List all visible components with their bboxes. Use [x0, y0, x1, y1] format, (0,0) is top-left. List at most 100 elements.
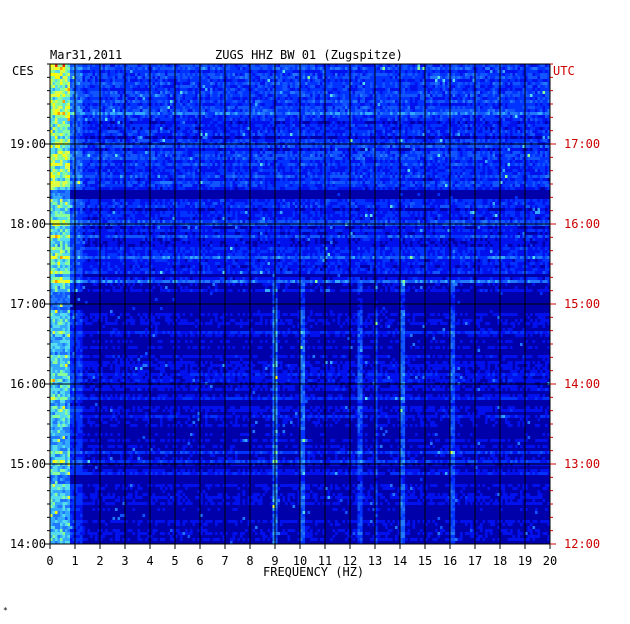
heatmap-cell: [393, 103, 396, 106]
heatmap-cell: [115, 76, 118, 79]
heatmap-cell: [258, 67, 261, 70]
heatmap-cell: [263, 136, 266, 139]
heatmap-cell: [363, 67, 366, 70]
heatmap-cell: [155, 82, 158, 85]
heatmap-cell: [138, 139, 141, 142]
heatmap-cell: [305, 112, 308, 115]
heatmap-cell: [213, 130, 216, 133]
heatmap-cell: [140, 82, 143, 85]
heatmap-cell: [493, 103, 496, 106]
heatmap-cell: [163, 94, 166, 97]
heatmap-cell: [485, 88, 488, 91]
heatmap-cell: [488, 73, 491, 76]
heatmap-cell: [335, 118, 338, 121]
heatmap-cell: [465, 67, 468, 70]
heatmap-cell: [520, 109, 523, 112]
heatmap-cell: [265, 127, 268, 130]
heatmap-cell: [285, 103, 288, 106]
heatmap-cell: [413, 82, 416, 85]
heatmap-cell: [110, 103, 113, 106]
heatmap-cell: [195, 97, 198, 100]
heatmap-cell: [403, 94, 406, 97]
heatmap-cell: [268, 118, 271, 121]
heatmap-cell: [380, 106, 383, 109]
heatmap-cell: [368, 88, 371, 91]
heatmap-cell: [445, 97, 448, 100]
heatmap-cell: [495, 85, 498, 88]
heatmap-cell: [128, 136, 131, 139]
heatmap-cell: [315, 115, 318, 118]
heatmap-cell: [453, 133, 456, 136]
heatmap-cell: [388, 139, 391, 142]
heatmap-cell: [178, 106, 181, 109]
heatmap-cell: [518, 112, 521, 115]
heatmap-cell: [113, 82, 116, 85]
heatmap-cell: [218, 85, 221, 88]
heatmap-cell: [535, 76, 538, 79]
heatmap-cell: [130, 136, 133, 139]
heatmap-cell: [205, 85, 208, 88]
heatmap-cell: [385, 130, 388, 133]
heatmap-cell: [130, 85, 133, 88]
heatmap-cell: [488, 85, 491, 88]
heatmap-cell: [160, 133, 163, 136]
heatmap-cell: [255, 85, 258, 88]
heatmap-cell: [453, 100, 456, 103]
heatmap-cell: [305, 88, 308, 91]
heatmap-cell: [303, 112, 306, 115]
heatmap-cell: [280, 85, 283, 88]
heatmap-cell: [170, 76, 173, 79]
heatmap-cell: [363, 133, 366, 136]
heatmap-cell: [443, 76, 446, 79]
heatmap-cell: [105, 109, 108, 112]
heatmap-cell: [510, 73, 513, 76]
heatmap-cell: [80, 70, 83, 73]
heatmap-cell: [510, 100, 513, 103]
heatmap-cell: [380, 82, 383, 85]
heatmap-cell: [63, 82, 66, 85]
heatmap-cell: [295, 115, 298, 118]
heatmap-cell: [483, 94, 486, 97]
heatmap-cell: [85, 118, 88, 121]
heatmap-cell: [378, 79, 381, 82]
heatmap-cell: [508, 133, 511, 136]
heatmap-cell: [388, 94, 391, 97]
heatmap-cell: [435, 76, 438, 79]
heatmap-cell: [103, 79, 106, 82]
heatmap-cell: [235, 76, 238, 79]
heatmap-cell: [88, 124, 91, 127]
heatmap-cell: [408, 91, 411, 94]
heatmap-cell: [513, 133, 516, 136]
heatmap-cell: [293, 118, 296, 121]
heatmap-cell: [393, 118, 396, 121]
heatmap-cell: [408, 88, 411, 91]
heatmap-cell: [508, 106, 511, 109]
heatmap-cell: [490, 109, 493, 112]
heatmap-cell: [455, 97, 458, 100]
heatmap-cell: [395, 133, 398, 136]
heatmap-cell: [270, 124, 273, 127]
heatmap-cell: [58, 127, 61, 130]
heatmap-cell: [480, 130, 483, 133]
heatmap-cell: [68, 73, 71, 76]
heatmap-cell: [363, 139, 366, 142]
heatmap-cell: [543, 79, 546, 82]
heatmap-cell: [270, 82, 273, 85]
heatmap-cell: [293, 124, 296, 127]
heatmap-cell: [365, 112, 368, 115]
heatmap-cell: [380, 112, 383, 115]
heatmap-cell: [335, 127, 338, 130]
heatmap-cell: [278, 118, 281, 121]
heatmap-cell: [320, 94, 323, 97]
heatmap-cell: [333, 109, 336, 112]
heatmap-cell: [378, 121, 381, 124]
heatmap-cell: [185, 139, 188, 142]
heatmap-cell: [113, 139, 116, 142]
heatmap-cell: [95, 76, 98, 79]
heatmap-cell: [128, 112, 131, 115]
heatmap-cell: [145, 79, 148, 82]
heatmap-cell: [343, 97, 346, 100]
heatmap-cell: [235, 70, 238, 73]
heatmap-cell: [190, 106, 193, 109]
heatmap-cell: [365, 130, 368, 133]
